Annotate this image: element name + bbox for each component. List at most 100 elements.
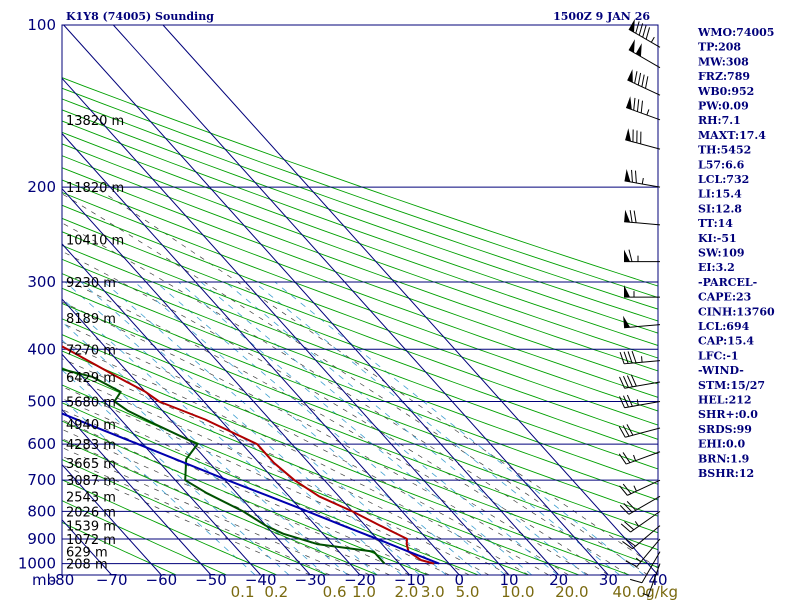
barb-pennant: [624, 169, 631, 182]
wind-barb: [628, 18, 661, 48]
stat-line: SRDS:99: [698, 423, 752, 436]
pressure-tick-label: 200: [27, 178, 56, 196]
wind-barb: [628, 39, 661, 69]
stat-line: CINH:13760: [698, 305, 775, 318]
barb-full: [622, 376, 629, 388]
mixing-ratio-line: [80, 281, 421, 575]
mixing-ratio-label: 0.6: [323, 583, 347, 600]
dry-adiabat: [62, 87, 658, 299]
height-label: 13820 m: [66, 114, 124, 129]
mixing-ratio-line: [62, 321, 348, 575]
moist-adiabat: [62, 373, 490, 575]
moist-adiabat: [62, 447, 351, 575]
parcel-profile: [62, 412, 440, 565]
stat-line: WMO:74005: [697, 26, 774, 39]
isotherm: [61, 133, 460, 576]
mixing-ratio-line: [62, 339, 326, 575]
barb-full: [633, 210, 637, 223]
wind-barb: [619, 394, 661, 409]
pressure-unit-label: mb: [32, 571, 56, 589]
pressure-temperature-grid: [61, 24, 659, 576]
barb-staff: [626, 107, 661, 121]
temperature-tick-label: −30: [295, 571, 327, 589]
mixing-ratio-label: 3.0: [421, 583, 445, 600]
barb-full: [622, 483, 632, 494]
barb-full: [631, 169, 633, 183]
pressure-tick-label: 400: [27, 340, 56, 358]
stat-line: TT:14: [698, 217, 733, 230]
barb-staff: [632, 525, 661, 550]
wind-barb: [619, 479, 661, 496]
stat-line: MAXT:17.4: [698, 129, 766, 142]
temperature-tick-label: -80: [50, 571, 75, 589]
barb-full: [640, 100, 643, 114]
mixing-ratio-label: 20.0: [555, 583, 588, 600]
isotherm: [63, 24, 560, 576]
temperature-tick-label: 30: [599, 571, 618, 589]
moist-adiabat: [62, 464, 311, 575]
mixing-ratio-labels: 0.1 0.2 0.6 1.0 2.0 3.0 5.0 10.0 20.0 40.0 g/kg: [231, 583, 678, 600]
dry-adiabat: [62, 367, 580, 575]
temperature-tick-label: −40: [245, 571, 277, 589]
barb-full: [618, 453, 627, 465]
barb-staff: [624, 400, 661, 409]
pressure-tick-label: 100: [27, 16, 56, 34]
moist-adiabat: [62, 222, 629, 575]
barb-half: [641, 178, 644, 185]
stat-line: RH:7.1: [698, 114, 741, 127]
dry-adiabat: [62, 318, 658, 551]
wind-barbs: [618, 18, 661, 598]
mixing-ratio-label: 10.0: [501, 583, 534, 600]
wind-barb: [623, 315, 661, 329]
pressure-tick-labels: 100 200 300 400 500 600 700 800 900 1000: [18, 16, 56, 573]
height-label: 10410 m: [66, 233, 124, 248]
wind-barb: [642, 563, 661, 598]
dry-adiabat: [62, 302, 658, 534]
barb-staff: [647, 563, 661, 598]
barb-full: [638, 23, 644, 36]
dry-adiabat: [62, 155, 658, 372]
isotherm: [61, 77, 510, 576]
temperature-tick-label: −70: [96, 571, 128, 589]
pressure-tick-label: 900: [27, 530, 56, 548]
dry-adiabat: [62, 439, 378, 575]
valid-time: 1500Z 9 JAN 26: [553, 10, 650, 23]
stat-line: KI:-51: [698, 232, 737, 245]
stat-line: BSHR:12: [698, 467, 754, 480]
barb-full: [637, 72, 642, 86]
wind-barb: [619, 495, 661, 515]
mixing-ratio-label: 5.0: [456, 583, 480, 600]
pressure-tick-label: 600: [27, 435, 56, 453]
barb-full: [620, 523, 631, 533]
height-label: 4283 m: [66, 438, 116, 453]
stat-line: LCL:732: [698, 173, 749, 186]
stat-line: SI:12.8: [698, 202, 742, 215]
barb-full: [622, 425, 630, 437]
mixing-ratio-line: [64, 281, 402, 575]
moist-adiabat: [62, 358, 510, 575]
mixing-ratio-line: [134, 281, 482, 575]
stat-line: -PARCEL-: [698, 276, 757, 289]
barb-pennant: [626, 96, 632, 110]
wind-barb: [624, 249, 660, 263]
barb-pennant: [625, 128, 632, 142]
barb-staff: [624, 221, 661, 226]
temperature-tick-label: 10: [499, 571, 518, 589]
dry-adiabat: [62, 143, 658, 359]
wind-barb: [620, 510, 661, 533]
dry-adiabat: [62, 179, 658, 398]
stat-line: EI:3.2: [698, 261, 735, 274]
moist-adiabat: [62, 428, 390, 575]
stat-line: TP:208: [698, 41, 741, 54]
dry-adiabat: [62, 109, 658, 322]
stat-line: CAP:15.4: [698, 335, 754, 348]
barb-full: [634, 170, 637, 183]
isotherm: [61, 243, 361, 576]
dry-adiabat: [62, 191, 658, 412]
barb-full: [619, 505, 630, 515]
height-label: 1539 m: [66, 520, 116, 535]
barb-half: [641, 356, 643, 363]
dry-adiabat: [62, 131, 658, 346]
isotherm: [61, 353, 262, 576]
